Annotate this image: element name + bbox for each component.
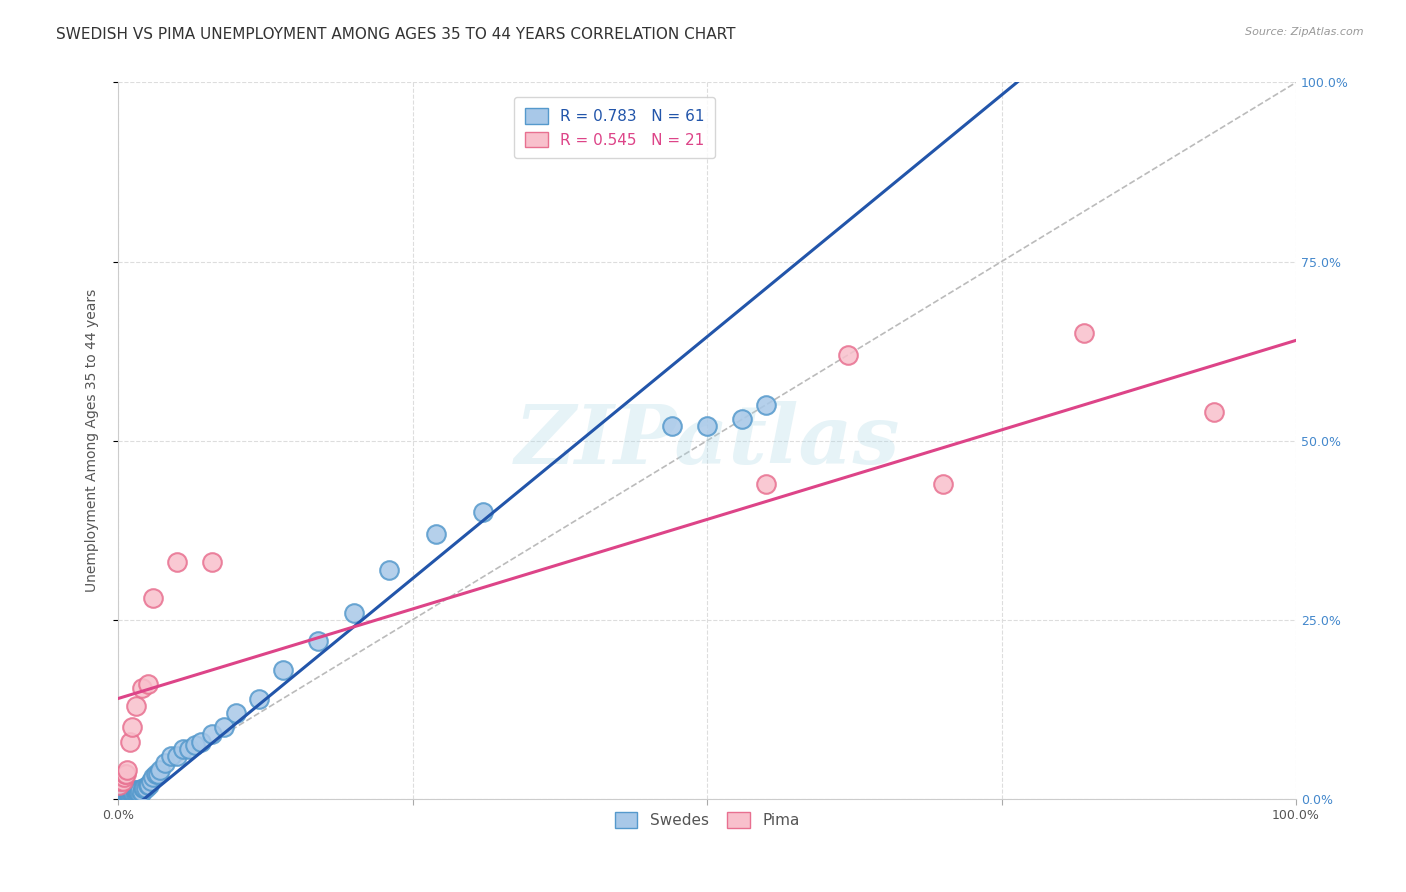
Point (212, 720, 235, 734)
Legend: Swedes, Pima: Swedes, Pima (609, 806, 806, 834)
Point (111, 789, 134, 803)
Point (112, 786, 135, 800)
Point (121, 783, 143, 797)
Point (125, 783, 148, 797)
Point (160, 748, 183, 763)
Point (696, 419, 718, 434)
Text: SWEDISH VS PIMA UNEMPLOYMENT AMONG AGES 35 TO 44 YEARS CORRELATION CHART: SWEDISH VS PIMA UNEMPLOYMENT AMONG AGES … (56, 27, 735, 42)
Text: Source: ZipAtlas.com: Source: ZipAtlas.com (1246, 27, 1364, 37)
Point (135, 781, 157, 796)
Point (183, 738, 205, 752)
Point (117, 789, 139, 803)
Point (129, 783, 152, 797)
Point (271, 663, 294, 677)
Point (108, 789, 131, 803)
Point (425, 526, 447, 541)
Point (145, 766, 167, 780)
Point (249, 691, 271, 706)
Point (115, 789, 138, 803)
Point (112, 770, 135, 784)
Point (125, 785, 148, 799)
Point (139, 773, 162, 788)
Point (110, 789, 132, 803)
Point (131, 785, 153, 799)
Y-axis label: Unemployment Among Ages 35 to 44 years: Unemployment Among Ages 35 to 44 years (86, 289, 100, 592)
Point (172, 741, 194, 756)
Point (127, 785, 149, 799)
Point (114, 789, 136, 803)
Point (472, 505, 495, 519)
Point (125, 698, 148, 713)
Point (110, 770, 132, 784)
Point (121, 785, 143, 799)
Point (128, 785, 150, 799)
Point (755, 398, 778, 412)
Point (149, 763, 172, 777)
Point (136, 677, 159, 691)
Point (146, 766, 169, 780)
Point (837, 348, 859, 362)
Point (118, 785, 141, 799)
Point (142, 770, 165, 784)
Point (125, 783, 148, 797)
Point (132, 781, 155, 796)
Point (111, 786, 134, 800)
Point (118, 789, 141, 803)
Point (142, 591, 165, 606)
Point (1202, 405, 1225, 419)
Point (153, 756, 176, 770)
Point (132, 781, 155, 796)
Point (225, 706, 247, 720)
Point (307, 634, 329, 648)
Point (138, 777, 160, 791)
Point (111, 773, 134, 788)
Point (117, 763, 139, 777)
Point (661, 419, 683, 434)
Point (118, 789, 141, 803)
Point (110, 773, 132, 788)
Point (931, 476, 953, 491)
Point (117, 785, 139, 799)
Point (115, 766, 138, 780)
Point (110, 789, 132, 803)
Point (136, 777, 159, 791)
Point (201, 556, 224, 570)
Point (343, 606, 366, 620)
Point (110, 786, 132, 800)
Point (112, 789, 135, 803)
Point (378, 563, 401, 577)
Point (115, 785, 138, 799)
Point (122, 785, 145, 799)
Point (1073, 326, 1095, 341)
Point (131, 681, 153, 695)
Point (121, 720, 143, 734)
Point (114, 785, 136, 799)
Point (108, 777, 131, 791)
Point (120, 785, 142, 799)
Point (118, 734, 141, 748)
Point (201, 727, 224, 741)
Point (177, 741, 200, 756)
Point (166, 556, 188, 570)
Point (190, 734, 212, 748)
Point (731, 412, 754, 426)
Point (166, 748, 188, 763)
Point (118, 785, 141, 799)
Point (124, 785, 146, 799)
Point (114, 766, 136, 780)
Text: ZIPatlas: ZIPatlas (515, 401, 900, 481)
Point (755, 476, 778, 491)
